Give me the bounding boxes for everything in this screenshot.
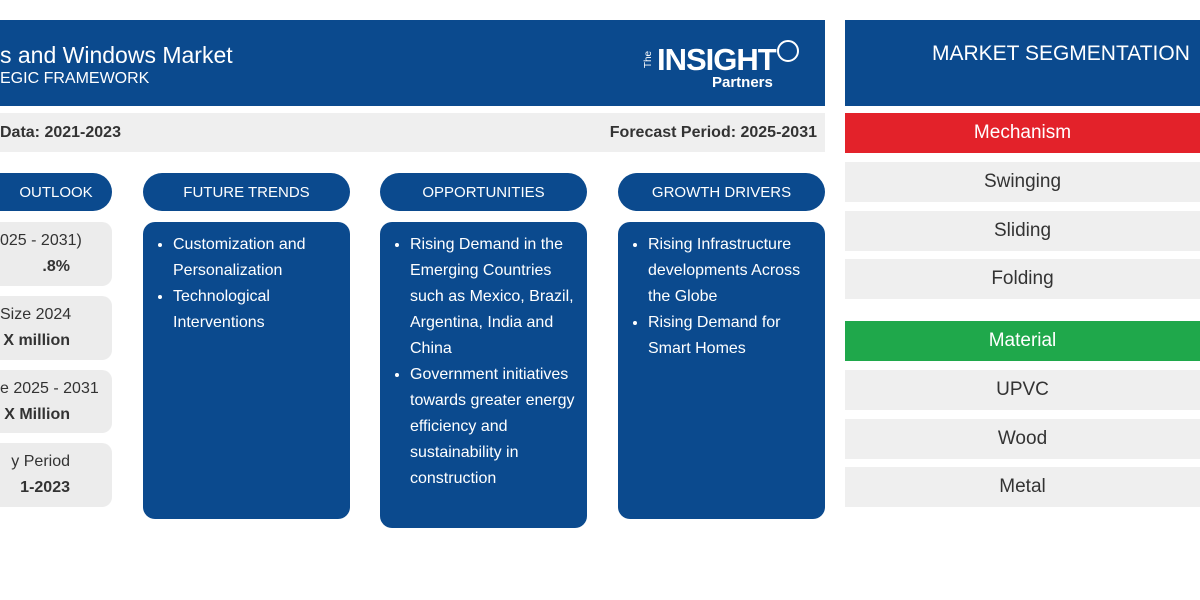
header-bar: s and Windows Market EGIC FRAMEWORK The … — [0, 20, 825, 106]
section-box: Customization and PersonalizationTechnol… — [143, 222, 350, 519]
outlook-card: e 2025 - 2031 X Million — [0, 370, 112, 433]
logo-main: INSIGHT — [657, 42, 777, 77]
outlook-card: y Period 1-2023 — [0, 443, 112, 507]
bullet-item: Technological Interventions — [173, 284, 340, 336]
segment-item: Wood — [845, 418, 1200, 459]
card-label: e 2025 - 2031 — [0, 380, 99, 397]
bullet-item: Rising Infrastructure developments Acros… — [648, 232, 815, 310]
outlook-pill: OUTLOOK — [0, 173, 112, 211]
segment-item: UPVC — [845, 370, 1200, 410]
segment-item: Folding — [845, 259, 1200, 299]
outlook-card: 025 - 2031) .8% — [0, 222, 112, 286]
segment-item: Sliding — [845, 210, 1200, 251]
card-label: y Period — [11, 453, 70, 470]
section-title: GROWTH DRIVERS — [651, 183, 792, 201]
section-pill: OPPORTUNITIES — [380, 173, 587, 211]
title: s and Windows Market — [0, 42, 233, 68]
bullet-item: Rising Demand for Smart Homes — [648, 310, 815, 362]
card-label: 025 - 2031) — [0, 232, 82, 249]
card-value: X Million — [4, 406, 70, 423]
period-bar: Data: 2021-2023 Forecast Period: 2025-20… — [0, 113, 825, 152]
segment-group-header: Material — [845, 321, 1200, 361]
section-box: Rising Demand in the Emerging Countries … — [380, 222, 587, 528]
forecast-period: Forecast Period: 2025-2031 — [609, 124, 817, 141]
bullet-item: Rising Demand in the Emerging Countries … — [410, 232, 577, 362]
subtitle: EGIC FRAMEWORK — [0, 70, 150, 87]
section-title: FUTURE TRENDS — [183, 183, 310, 201]
section-box: Rising Infrastructure developments Acros… — [618, 222, 825, 519]
card-value: X million — [3, 332, 70, 349]
card-label: Size 2024 — [0, 306, 72, 323]
card-value: 1-2023 — [20, 479, 70, 496]
bullet-item: Customization and Personalization — [173, 232, 340, 284]
section-pill: FUTURE TRENDS — [143, 173, 350, 211]
section-pill: GROWTH DRIVERS — [618, 173, 825, 211]
bullet-list: Rising Infrastructure developments Acros… — [630, 232, 815, 362]
segment-item: Metal — [845, 467, 1200, 507]
section-title: OPPORTUNITIES — [422, 183, 545, 201]
bullet-list: Rising Demand in the Emerging Countries … — [392, 232, 577, 492]
logo-small: The — [643, 50, 655, 69]
historic-period: Data: 2021-2023 — [0, 124, 121, 141]
card-value: .8% — [42, 258, 70, 275]
segment-group-header: Mechanism — [845, 113, 1200, 153]
logo-icon — [777, 40, 799, 62]
outlook-title: OUTLOOK — [19, 183, 93, 201]
bullet-item: Government initiatives towards greater e… — [410, 362, 577, 492]
segment-item: Swinging — [845, 162, 1200, 202]
outlook-card: Size 2024 X million — [0, 296, 112, 360]
segmentation-header: MARKET SEGMENTATION — [845, 20, 1200, 106]
segmentation-title: MARKET SEGMENTATION — [932, 42, 1190, 65]
bullet-list: Customization and PersonalizationTechnol… — [155, 232, 340, 336]
logo-sub: Partners — [712, 74, 773, 91]
